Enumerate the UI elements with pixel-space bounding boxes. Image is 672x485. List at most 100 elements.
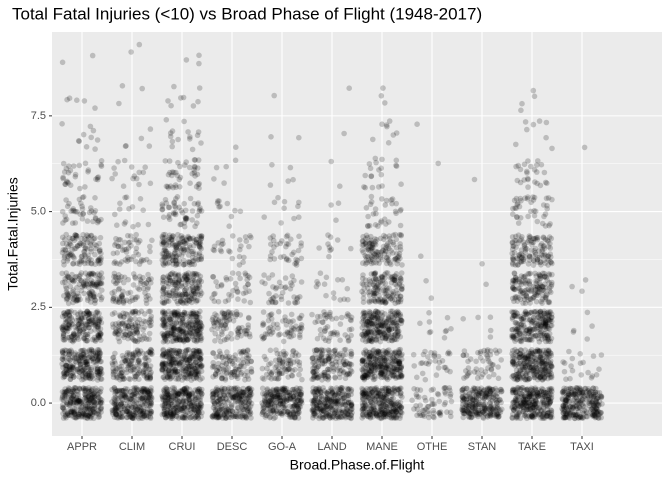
point bbox=[341, 296, 347, 302]
point bbox=[128, 49, 134, 55]
point bbox=[181, 119, 187, 125]
point bbox=[133, 406, 139, 412]
point bbox=[112, 259, 118, 265]
point bbox=[147, 249, 153, 255]
point bbox=[148, 126, 154, 132]
point-group bbox=[110, 347, 155, 383]
point bbox=[74, 97, 80, 103]
point bbox=[177, 406, 183, 412]
point bbox=[227, 249, 233, 255]
point bbox=[376, 350, 382, 356]
point bbox=[185, 277, 191, 283]
point bbox=[323, 293, 329, 299]
point bbox=[239, 350, 245, 356]
point bbox=[134, 388, 140, 394]
point bbox=[173, 391, 179, 397]
point bbox=[221, 315, 227, 321]
point bbox=[118, 314, 124, 320]
point bbox=[286, 409, 292, 415]
point bbox=[276, 309, 282, 315]
point bbox=[74, 209, 80, 215]
point-group bbox=[271, 93, 277, 99]
point bbox=[131, 271, 137, 277]
point bbox=[167, 275, 173, 281]
point bbox=[393, 409, 399, 415]
point bbox=[268, 392, 274, 398]
point bbox=[271, 321, 277, 327]
point bbox=[343, 402, 349, 408]
point bbox=[278, 254, 284, 260]
point bbox=[292, 398, 298, 404]
point bbox=[112, 289, 118, 295]
point bbox=[190, 406, 196, 412]
point bbox=[324, 275, 330, 281]
point bbox=[145, 286, 151, 292]
point bbox=[119, 294, 125, 300]
point bbox=[280, 290, 286, 296]
point bbox=[384, 390, 390, 396]
point bbox=[273, 365, 279, 371]
point bbox=[288, 165, 294, 171]
point bbox=[221, 180, 227, 186]
point bbox=[171, 210, 177, 216]
point bbox=[272, 398, 278, 404]
point bbox=[135, 393, 141, 399]
point bbox=[120, 410, 126, 416]
point bbox=[285, 392, 291, 398]
point bbox=[262, 281, 268, 287]
point bbox=[211, 176, 217, 182]
point bbox=[62, 409, 68, 415]
point bbox=[223, 164, 229, 170]
point bbox=[268, 348, 274, 354]
point bbox=[90, 53, 96, 59]
point bbox=[171, 84, 177, 90]
point bbox=[80, 367, 86, 373]
point bbox=[298, 243, 304, 249]
point bbox=[168, 103, 174, 109]
point bbox=[64, 348, 70, 354]
point bbox=[98, 331, 104, 337]
point bbox=[66, 170, 72, 176]
point bbox=[276, 332, 282, 338]
point bbox=[260, 406, 266, 412]
point bbox=[216, 365, 222, 371]
point bbox=[318, 314, 324, 320]
point bbox=[93, 386, 99, 392]
point bbox=[321, 336, 327, 342]
point bbox=[365, 414, 371, 420]
point bbox=[282, 385, 288, 391]
point bbox=[331, 295, 337, 301]
point bbox=[346, 337, 352, 343]
point bbox=[191, 103, 197, 109]
point bbox=[175, 137, 181, 143]
point bbox=[81, 194, 87, 200]
point bbox=[147, 391, 153, 397]
point bbox=[64, 97, 70, 103]
point bbox=[62, 213, 68, 219]
point bbox=[245, 325, 251, 331]
point bbox=[298, 391, 304, 397]
point bbox=[310, 356, 316, 362]
point bbox=[197, 207, 203, 213]
point bbox=[121, 183, 127, 189]
point bbox=[125, 409, 131, 415]
point bbox=[61, 333, 67, 339]
point bbox=[210, 274, 216, 280]
point bbox=[98, 297, 104, 303]
point bbox=[327, 248, 333, 254]
point bbox=[240, 406, 246, 412]
point bbox=[167, 217, 173, 223]
point bbox=[228, 415, 234, 421]
point bbox=[77, 163, 83, 169]
point bbox=[190, 249, 196, 255]
point bbox=[190, 208, 196, 214]
point bbox=[198, 364, 204, 370]
point bbox=[261, 272, 267, 278]
point bbox=[296, 135, 302, 141]
point bbox=[338, 321, 344, 327]
point bbox=[237, 237, 243, 243]
point bbox=[98, 401, 104, 407]
point bbox=[287, 403, 293, 409]
point bbox=[165, 349, 171, 355]
point bbox=[149, 238, 155, 244]
